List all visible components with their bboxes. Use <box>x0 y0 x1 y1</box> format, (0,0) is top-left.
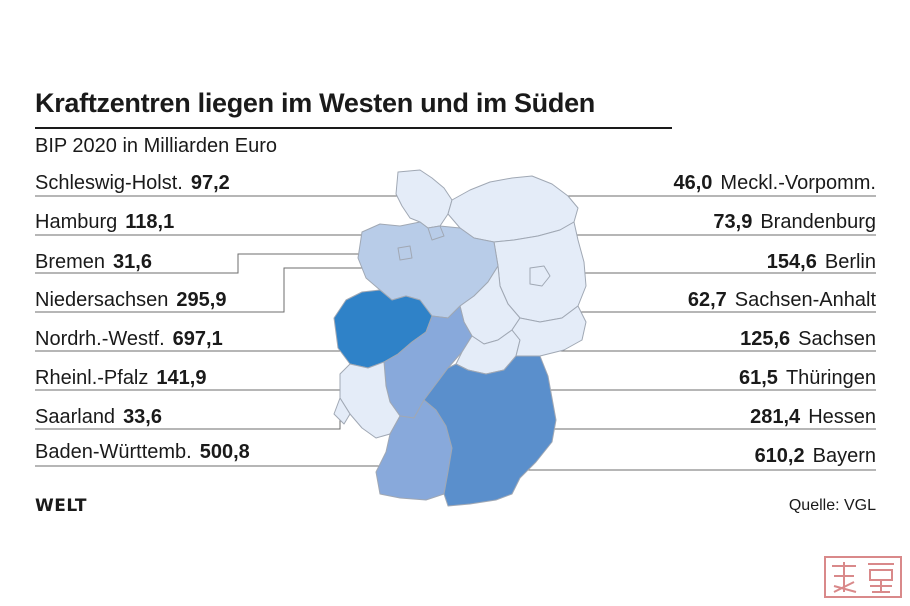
title-underline <box>35 127 672 129</box>
leader-saarland <box>35 418 341 430</box>
label-sachsen-anhalt: 62,7 Sachsen-Anhalt <box>688 288 876 312</box>
label-sachsen: 125,6 Sachsen <box>740 327 876 351</box>
watermark-seal-icon <box>824 556 902 598</box>
label-bayern: 610,2 Bayern <box>755 444 876 468</box>
state-name: Baden-Württemb. <box>35 441 192 463</box>
region-berlin <box>529 265 551 287</box>
region-schleswig-holstein <box>395 169 453 229</box>
state-value: 73,9 <box>713 211 753 233</box>
state-name: Thüringen <box>785 367 876 389</box>
label-berlin: 154,6 Berlin <box>767 250 876 274</box>
state-value: 281,4 <box>750 406 801 428</box>
label-bremen: Bremen 31,6 <box>35 250 152 274</box>
state-value: 46,0 <box>673 172 713 194</box>
state-name: Bremen <box>35 251 106 273</box>
state-value: 118,1 <box>125 211 175 233</box>
leader-bremen <box>35 253 404 274</box>
state-value: 62,7 <box>687 289 727 311</box>
label-schleswig-holstein: Schleswig-Holst. 97,2 <box>35 171 230 195</box>
state-name: Rheinl.-Pfalz <box>35 367 149 389</box>
state-regions <box>333 169 587 507</box>
region-bayern <box>423 355 557 507</box>
state-value: 31,6 <box>113 251 152 273</box>
state-name: Hessen <box>808 406 876 428</box>
label-saarland: Saarland 33,6 <box>35 405 162 429</box>
state-name: Bayern <box>812 445 876 467</box>
state-value: 33,6 <box>123 406 162 428</box>
region-saarland <box>333 397 351 425</box>
label-niedersachsen: Niedersachsen 295,9 <box>35 288 226 312</box>
state-name: Meckl.-Vorpomm. <box>720 172 876 194</box>
brand-logo: WELT <box>35 496 87 516</box>
state-value: 500,8 <box>199 441 250 463</box>
state-value: 61,5 <box>739 367 778 389</box>
label-rheinland-pfalz: Rheinl.-Pfalz 141,9 <box>35 366 206 390</box>
label-mecklenburg-vorpommern: 46,0 Meckl.-Vorpomm. <box>673 171 876 195</box>
state-value: 141,9 <box>156 367 207 389</box>
state-value: 295,9 <box>176 289 227 311</box>
state-name: Brandenburg <box>760 211 876 233</box>
state-name: Sachsen-Anhalt <box>734 289 876 311</box>
state-name: Schleswig-Holst. <box>35 172 183 194</box>
state-name: Nordrh.-Westf. <box>35 328 165 350</box>
region-sachsen <box>511 305 587 357</box>
source-note: Quelle: VGL <box>788 497 876 514</box>
region-hamburg <box>427 225 445 241</box>
label-hessen: 281,4 Hessen <box>750 405 876 429</box>
state-value: 97,2 <box>190 172 230 194</box>
state-name: Niedersachsen <box>35 289 169 311</box>
state-name: Sachsen <box>798 328 876 350</box>
region-bremen <box>397 245 413 261</box>
state-name: Saarland <box>35 406 116 428</box>
label-brandenburg: 73,9 Brandenburg <box>713 210 876 234</box>
state-value: 697,1 <box>172 328 223 350</box>
state-value: 154,6 <box>766 251 817 273</box>
label-nordrhein-westfalen: Nordrh.-Westf. 697,1 <box>35 327 223 351</box>
label-baden-wuerttemberg: Baden-Württemb. 500,8 <box>35 440 250 464</box>
leader-niedersachsen <box>35 267 420 313</box>
state-name: Hamburg <box>35 211 118 233</box>
page-title: Kraftzentren liegen im Westen und im Süd… <box>35 88 595 118</box>
state-value: 125,6 <box>740 328 791 350</box>
state-name: Berlin <box>824 251 876 273</box>
label-hamburg: Hamburg 118,1 <box>35 210 174 234</box>
subtitle: BIP 2020 in Milliarden Euro <box>35 135 277 157</box>
label-thueringen: 61,5 Thüringen <box>739 366 876 390</box>
state-value: 610,2 <box>754 445 805 467</box>
